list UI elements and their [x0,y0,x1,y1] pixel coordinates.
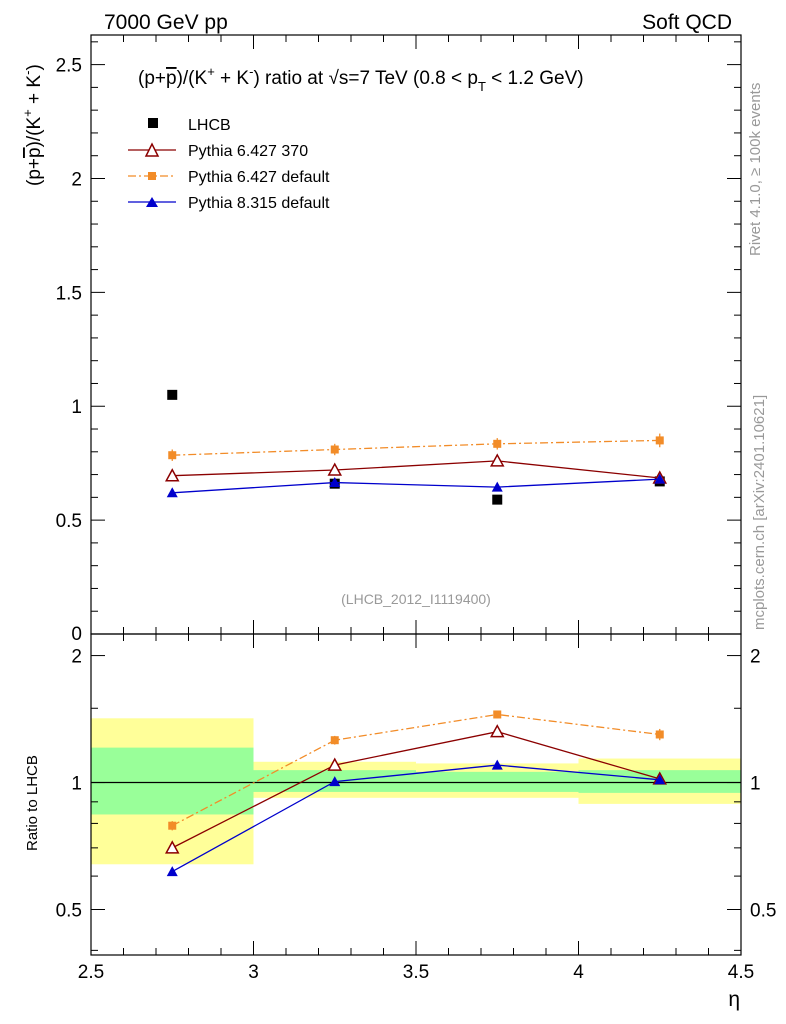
mcplots-label: mcplots.cern.ch [arXiv:2401.10621] [751,395,768,630]
main-point-pythia-8-315-default [166,487,178,498]
header-right: Soft QCD [642,11,732,34]
ylabel-pbar: p [24,147,45,158]
x-tick-label: 3.5 [403,962,429,983]
ratio-line-pythia-6-427-default [171,713,660,827]
header-left: 7000 GeV pp [104,11,228,34]
x-tick-label: 3 [248,962,259,983]
main-point-pythia-8-315-default [654,473,666,484]
main-point-pythia-6-427-default [330,445,339,454]
title-minus: - [249,64,253,79]
legend-label-py8: Pythia 8.315 default [188,195,330,212]
main-ylabel: (p+p)/(K+ + K-) [20,64,45,186]
main-line-pythia-8-315-default [172,478,660,494]
ratio-bands [91,718,741,865]
x-axis-label: η [728,988,740,1011]
ratio-point-pythia-8-315-default [166,866,178,877]
ratio-band-inner-2 [416,771,579,792]
main-point-pythia-6-427-default [655,436,664,445]
x-tick-label: 4 [573,962,584,983]
legend-marker-py6-default [148,172,156,180]
legend-label-py6-default: Pythia 6.427 default [188,169,330,186]
main-y-tick-label: 2 [71,169,82,190]
ratio-y-tick-label-right: 0.5 [750,900,776,921]
title-part-b: )/(K [177,68,208,89]
main-y-tick-label: 2.5 [56,56,82,77]
ylabel-part-a: (p+ [24,158,45,186]
ratio-y-tick-label: 1 [71,774,82,795]
ratio-point-pythia-6-427-370 [164,840,180,854]
rivet-label: Rivet 4.1.0, ≥ 100k events [747,83,764,256]
legend-marker-py8 [146,197,158,207]
ylabel-part-d: ) [24,64,45,70]
ratio-y-tick-label: 2 [71,647,82,668]
title-pbar: p [166,68,177,89]
ratio-point-pythia-6-427-370 [489,724,505,738]
main-point-pythia-6-427-default [168,451,177,460]
legend-label-py6-370: Pythia 6.427 370 [188,143,308,160]
ylabel-part-c: + K [24,75,45,110]
ratio-line-pythia-6-427-370 [171,731,660,849]
ylabel-part-b: )/(K [24,116,45,147]
ratio-line-pythia-8-315-default [171,764,660,873]
x-tick-label: 2.5 [78,962,104,983]
ratio-point-pythia-6-427-370 [327,757,343,771]
main-point-pythia-6-427-default [493,439,502,448]
ratio-band-inner-0 [91,747,254,815]
ratio-axes: 2.5 3 3.5 4 4.5 0.5 0.5 1 1 2 2 [56,633,776,983]
ratio-y-tick-label: 0.5 [56,900,82,921]
ratio-point-pythia-8-315-default [654,774,666,785]
main-y-tick-label: 1 [71,397,82,418]
title-part-d: ) ratio at [253,68,328,89]
ylabel-plus: + [20,109,35,117]
main-series [164,389,668,505]
x-tick-label: 4.5 [728,962,754,983]
ratio-point-pythia-6-427-default [655,730,664,739]
title-part-e: s=7 TeV (0.8 < p [339,68,478,89]
legend-marker-py6-370 [144,142,160,157]
main-point-lhcb [167,389,178,400]
ylabel-minus: - [20,71,35,75]
ratio-point-pythia-6-427-default [330,736,339,745]
main-axes: 0.5 1 1.5 2 2.5 0 [56,34,742,645]
plot-title: (p+p)/(K+ + K-) ratio at √s=7 TeV (0.8 <… [138,64,584,94]
title-plus: + [207,64,215,79]
main-line-pythia-6-427-default [172,439,660,456]
legend-label-lhcb: LHCB [188,117,231,134]
ratio-series [164,710,668,877]
title-part-c: + K [215,68,250,89]
main-point-pythia-6-427-370 [327,462,343,476]
ratio-point-pythia-6-427-default [493,710,502,719]
main-y-tick-label-zero: 0 [71,624,82,645]
main-point-pythia-8-315-default [329,477,341,488]
main-point-lhcb [492,494,503,505]
ratio-point-pythia-8-315-default [491,759,503,770]
legend: LHCB Pythia 6.427 370 Pythia 6.427 defau… [128,117,330,212]
ratio-y-tick-label-right: 2 [750,647,761,668]
main-line-pythia-6-427-370 [172,460,660,479]
main-point-pythia-6-427-370 [164,468,180,482]
ratio-y-tick-label-right: 1 [750,774,761,795]
analysis-watermark: (LHCB_2012_I1119400) [341,591,491,607]
title-sqrt: √ [328,68,339,89]
main-y-tick-label: 0.5 [56,511,82,532]
ratio-ylabel: Ratio to LHCB [24,755,41,851]
main-point-pythia-8-315-default [491,481,503,492]
title-part-a: (p+ [138,68,166,89]
main-point-pythia-6-427-370 [489,453,505,467]
title-part-f: < 1.2 GeV) [486,68,584,89]
main-y-tick-label: 1.5 [56,283,82,304]
legend-marker-lhcb [148,118,158,128]
title-sub-t: T [478,79,486,94]
ratio-point-pythia-6-427-default [168,821,177,830]
ratio-point-pythia-8-315-default [329,776,341,787]
